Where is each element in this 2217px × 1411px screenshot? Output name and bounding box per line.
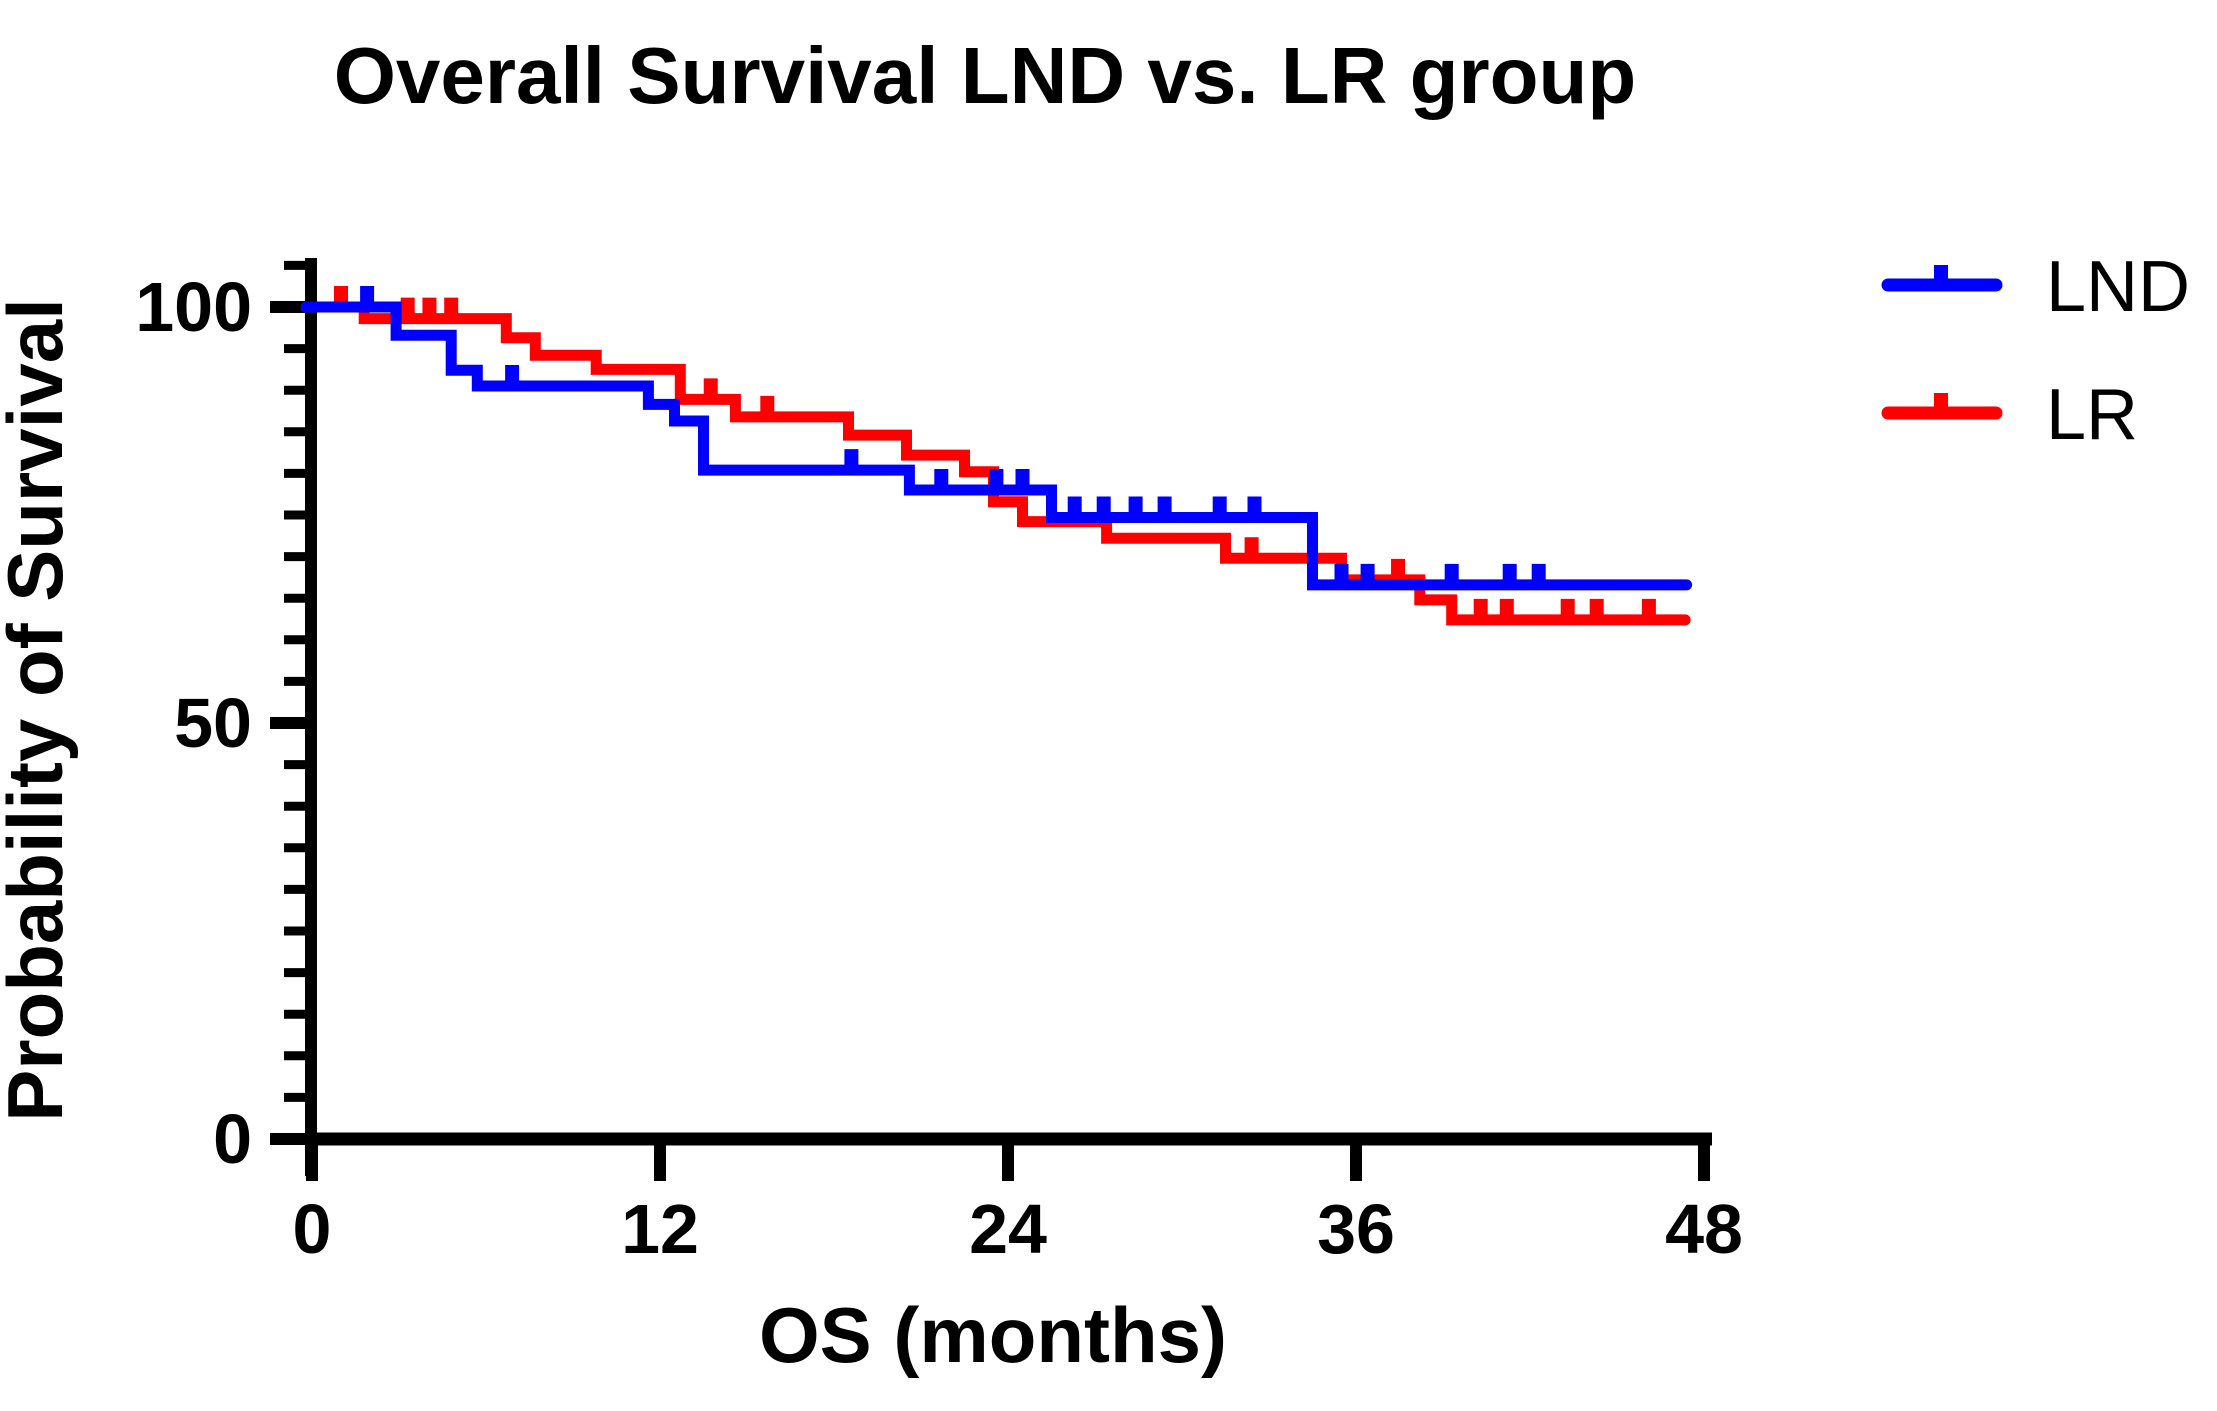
x-tick-label-0: 0 bbox=[293, 1190, 332, 1268]
chart-title: Overall Survival LND vs. LR group bbox=[334, 31, 1637, 120]
x-axis-title: OS (months) bbox=[759, 1291, 1227, 1379]
legend: LND LR bbox=[1881, 247, 2190, 455]
km-curve-LR bbox=[300, 301, 1691, 626]
legend-label-LR: LR bbox=[2046, 375, 2138, 455]
legend-item-LR: LR bbox=[1881, 375, 2138, 455]
x-tick-label-12: 12 bbox=[621, 1190, 699, 1268]
survival-curves bbox=[300, 286, 1693, 626]
legend-item-LND: LND bbox=[1881, 247, 2190, 327]
axes: 0 50 100 0 12 24 36 48 bbox=[135, 258, 1743, 1268]
x-tick-label-36: 36 bbox=[1317, 1190, 1395, 1268]
y-tick-label-50: 50 bbox=[174, 684, 252, 762]
series-LR bbox=[300, 286, 1691, 626]
km-curve-LND bbox=[300, 301, 1693, 591]
y-axis-title: Probability of Survival bbox=[0, 298, 79, 1122]
series-LND bbox=[300, 286, 1693, 591]
x-tick-label-48: 48 bbox=[1665, 1190, 1743, 1268]
y-tick-label-0: 0 bbox=[213, 1100, 252, 1178]
y-tick-label-100: 100 bbox=[135, 268, 252, 346]
legend-label-LND: LND bbox=[2046, 247, 2190, 327]
x-tick-label-24: 24 bbox=[969, 1190, 1047, 1268]
